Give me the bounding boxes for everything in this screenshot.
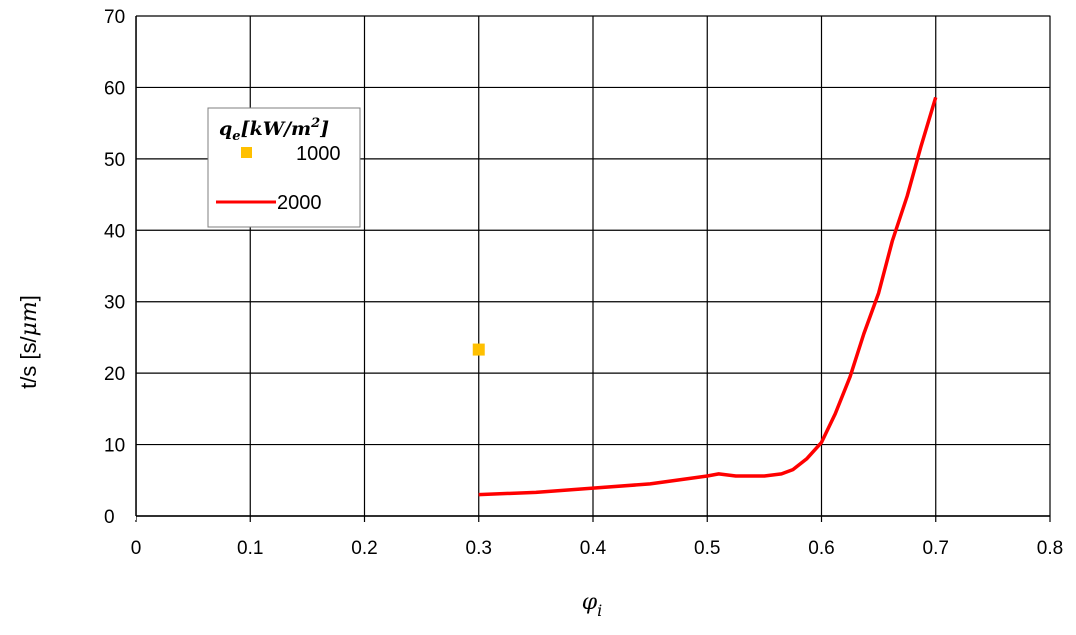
- legend-title-unit-post: ]: [319, 118, 329, 140]
- series-line-2000: [478, 96, 938, 497]
- x-tick-label: 0.5: [694, 538, 720, 559]
- x-tick-label: 0.2: [351, 538, 377, 559]
- y-tick-labels: 0 10 20 30 40 50 60 70: [104, 7, 125, 528]
- y-tick-label: 60: [104, 78, 125, 99]
- y-tick-label: 50: [104, 150, 125, 171]
- x-tick-label: 0.4: [580, 538, 607, 559]
- x-axis-title: φi: [582, 590, 603, 620]
- legend-title-sub: e: [232, 129, 240, 144]
- x-tick-label: 0.7: [923, 538, 949, 559]
- x-axis-title-base: φ: [582, 590, 598, 615]
- legend-box: [207, 107, 361, 228]
- legend-label-2000: 2000: [277, 192, 322, 214]
- y-tick-label: 10: [104, 436, 125, 457]
- y-axis-title-suffix: ]: [16, 295, 41, 301]
- legend-title: qe[kW/m2]: [219, 116, 329, 144]
- legend: qe[kW/m2] 1000 2000: [207, 107, 361, 228]
- x-tick-label: 0.1: [237, 538, 263, 559]
- y-axis-title-math: μm: [17, 301, 42, 336]
- y-tick-label: 70: [104, 7, 125, 28]
- legend-label-1000: 1000: [296, 143, 341, 165]
- x-tick-label: 0.3: [466, 538, 492, 559]
- x-tick-label: 0.8: [1037, 538, 1063, 559]
- y-tick-label: 20: [104, 364, 125, 385]
- x-axis-title-sub: i: [597, 601, 602, 620]
- x-tick-label: 0.6: [808, 538, 834, 559]
- series-layer: [472, 96, 938, 497]
- legend-marker-1000: [241, 147, 252, 158]
- y-axis-title: t/s [s/μm]: [16, 295, 42, 389]
- legend-title-unit-pre: [kW/m: [241, 118, 312, 140]
- x-tick-label: 0: [131, 538, 142, 559]
- y-axis-title-prefix: t/s [s/: [16, 335, 41, 388]
- y-tick-label: 40: [104, 221, 125, 242]
- data-point-1000: [472, 343, 485, 356]
- legend-title-sup: 2: [310, 116, 320, 131]
- legend-title-base: q: [219, 118, 232, 140]
- x-tick-labels: 0 0.1 0.2 0.3 0.4 0.5 0.6 0.7 0.8: [131, 538, 1064, 559]
- y-tick-label: 30: [104, 293, 125, 314]
- y-tick-label: 0: [104, 507, 115, 528]
- plot-left-edge: [127, 0, 136, 520]
